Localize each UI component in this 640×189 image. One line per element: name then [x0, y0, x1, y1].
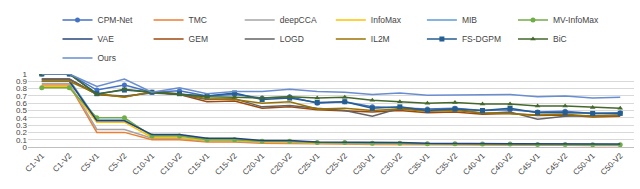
svg-text:0: 0 [23, 143, 28, 152]
svg-text:C10-V1: C10-V1 [131, 151, 157, 177]
svg-text:0.6: 0.6 [16, 99, 28, 108]
svg-text:GEM: GEM [189, 34, 208, 44]
svg-text:0.2: 0.2 [16, 128, 28, 137]
svg-text:InfoMax: InfoMax [371, 15, 402, 25]
svg-text:0.9: 0.9 [16, 77, 28, 86]
svg-text:C20-V2: C20-V2 [268, 151, 294, 177]
svg-text:LOGD: LOGD [280, 34, 304, 44]
svg-text:C25-V1: C25-V1 [296, 151, 322, 177]
svg-text:CPM-Net: CPM-Net [98, 15, 134, 25]
svg-text:C40-V2: C40-V2 [489, 151, 515, 177]
svg-text:C45-V2: C45-V2 [544, 151, 570, 177]
svg-text:C25-V2: C25-V2 [323, 151, 349, 177]
svg-text:TMC: TMC [189, 15, 207, 25]
svg-text:0.4: 0.4 [16, 114, 28, 123]
svg-text:C5-V2: C5-V2 [106, 151, 129, 174]
svg-text:C50-V1: C50-V1 [571, 151, 597, 177]
svg-text:C15-V1: C15-V1 [186, 151, 212, 177]
svg-text:0.7: 0.7 [16, 92, 28, 101]
svg-text:VAE: VAE [98, 34, 115, 44]
svg-text:C30-V2: C30-V2 [379, 151, 405, 177]
svg-text:MIB: MIB [462, 15, 477, 25]
svg-text:C35-V1: C35-V1 [406, 151, 432, 177]
svg-text:FS-DGPM: FS-DGPM [462, 34, 501, 44]
svg-text:C1-V2: C1-V2 [51, 151, 74, 174]
svg-text:BiC: BiC [553, 34, 567, 44]
svg-text:0.8: 0.8 [16, 84, 28, 93]
svg-text:1: 1 [23, 70, 28, 79]
svg-text:C15-V2: C15-V2 [213, 151, 239, 177]
svg-text:IL2M: IL2M [371, 34, 390, 44]
svg-text:C20-V1: C20-V1 [241, 151, 267, 177]
svg-text:C30-V1: C30-V1 [351, 151, 377, 177]
svg-text:deepCCA: deepCCA [280, 15, 317, 25]
svg-text:0.3: 0.3 [16, 121, 28, 130]
svg-text:C1-V1: C1-V1 [24, 151, 47, 174]
svg-text:C35-V2: C35-V2 [434, 151, 460, 177]
svg-text:MV-InfoMax: MV-InfoMax [553, 15, 599, 25]
svg-text:Ours: Ours [98, 53, 116, 63]
svg-text:C45-V1: C45-V1 [516, 151, 542, 177]
svg-text:0.1: 0.1 [16, 136, 28, 145]
svg-text:C10-V2: C10-V2 [158, 151, 184, 177]
svg-text:C40-V1: C40-V1 [461, 151, 487, 177]
svg-text:0.5: 0.5 [16, 106, 28, 115]
svg-text:C50-V2: C50-V2 [599, 151, 625, 177]
svg-text:C5-V1: C5-V1 [79, 151, 102, 174]
